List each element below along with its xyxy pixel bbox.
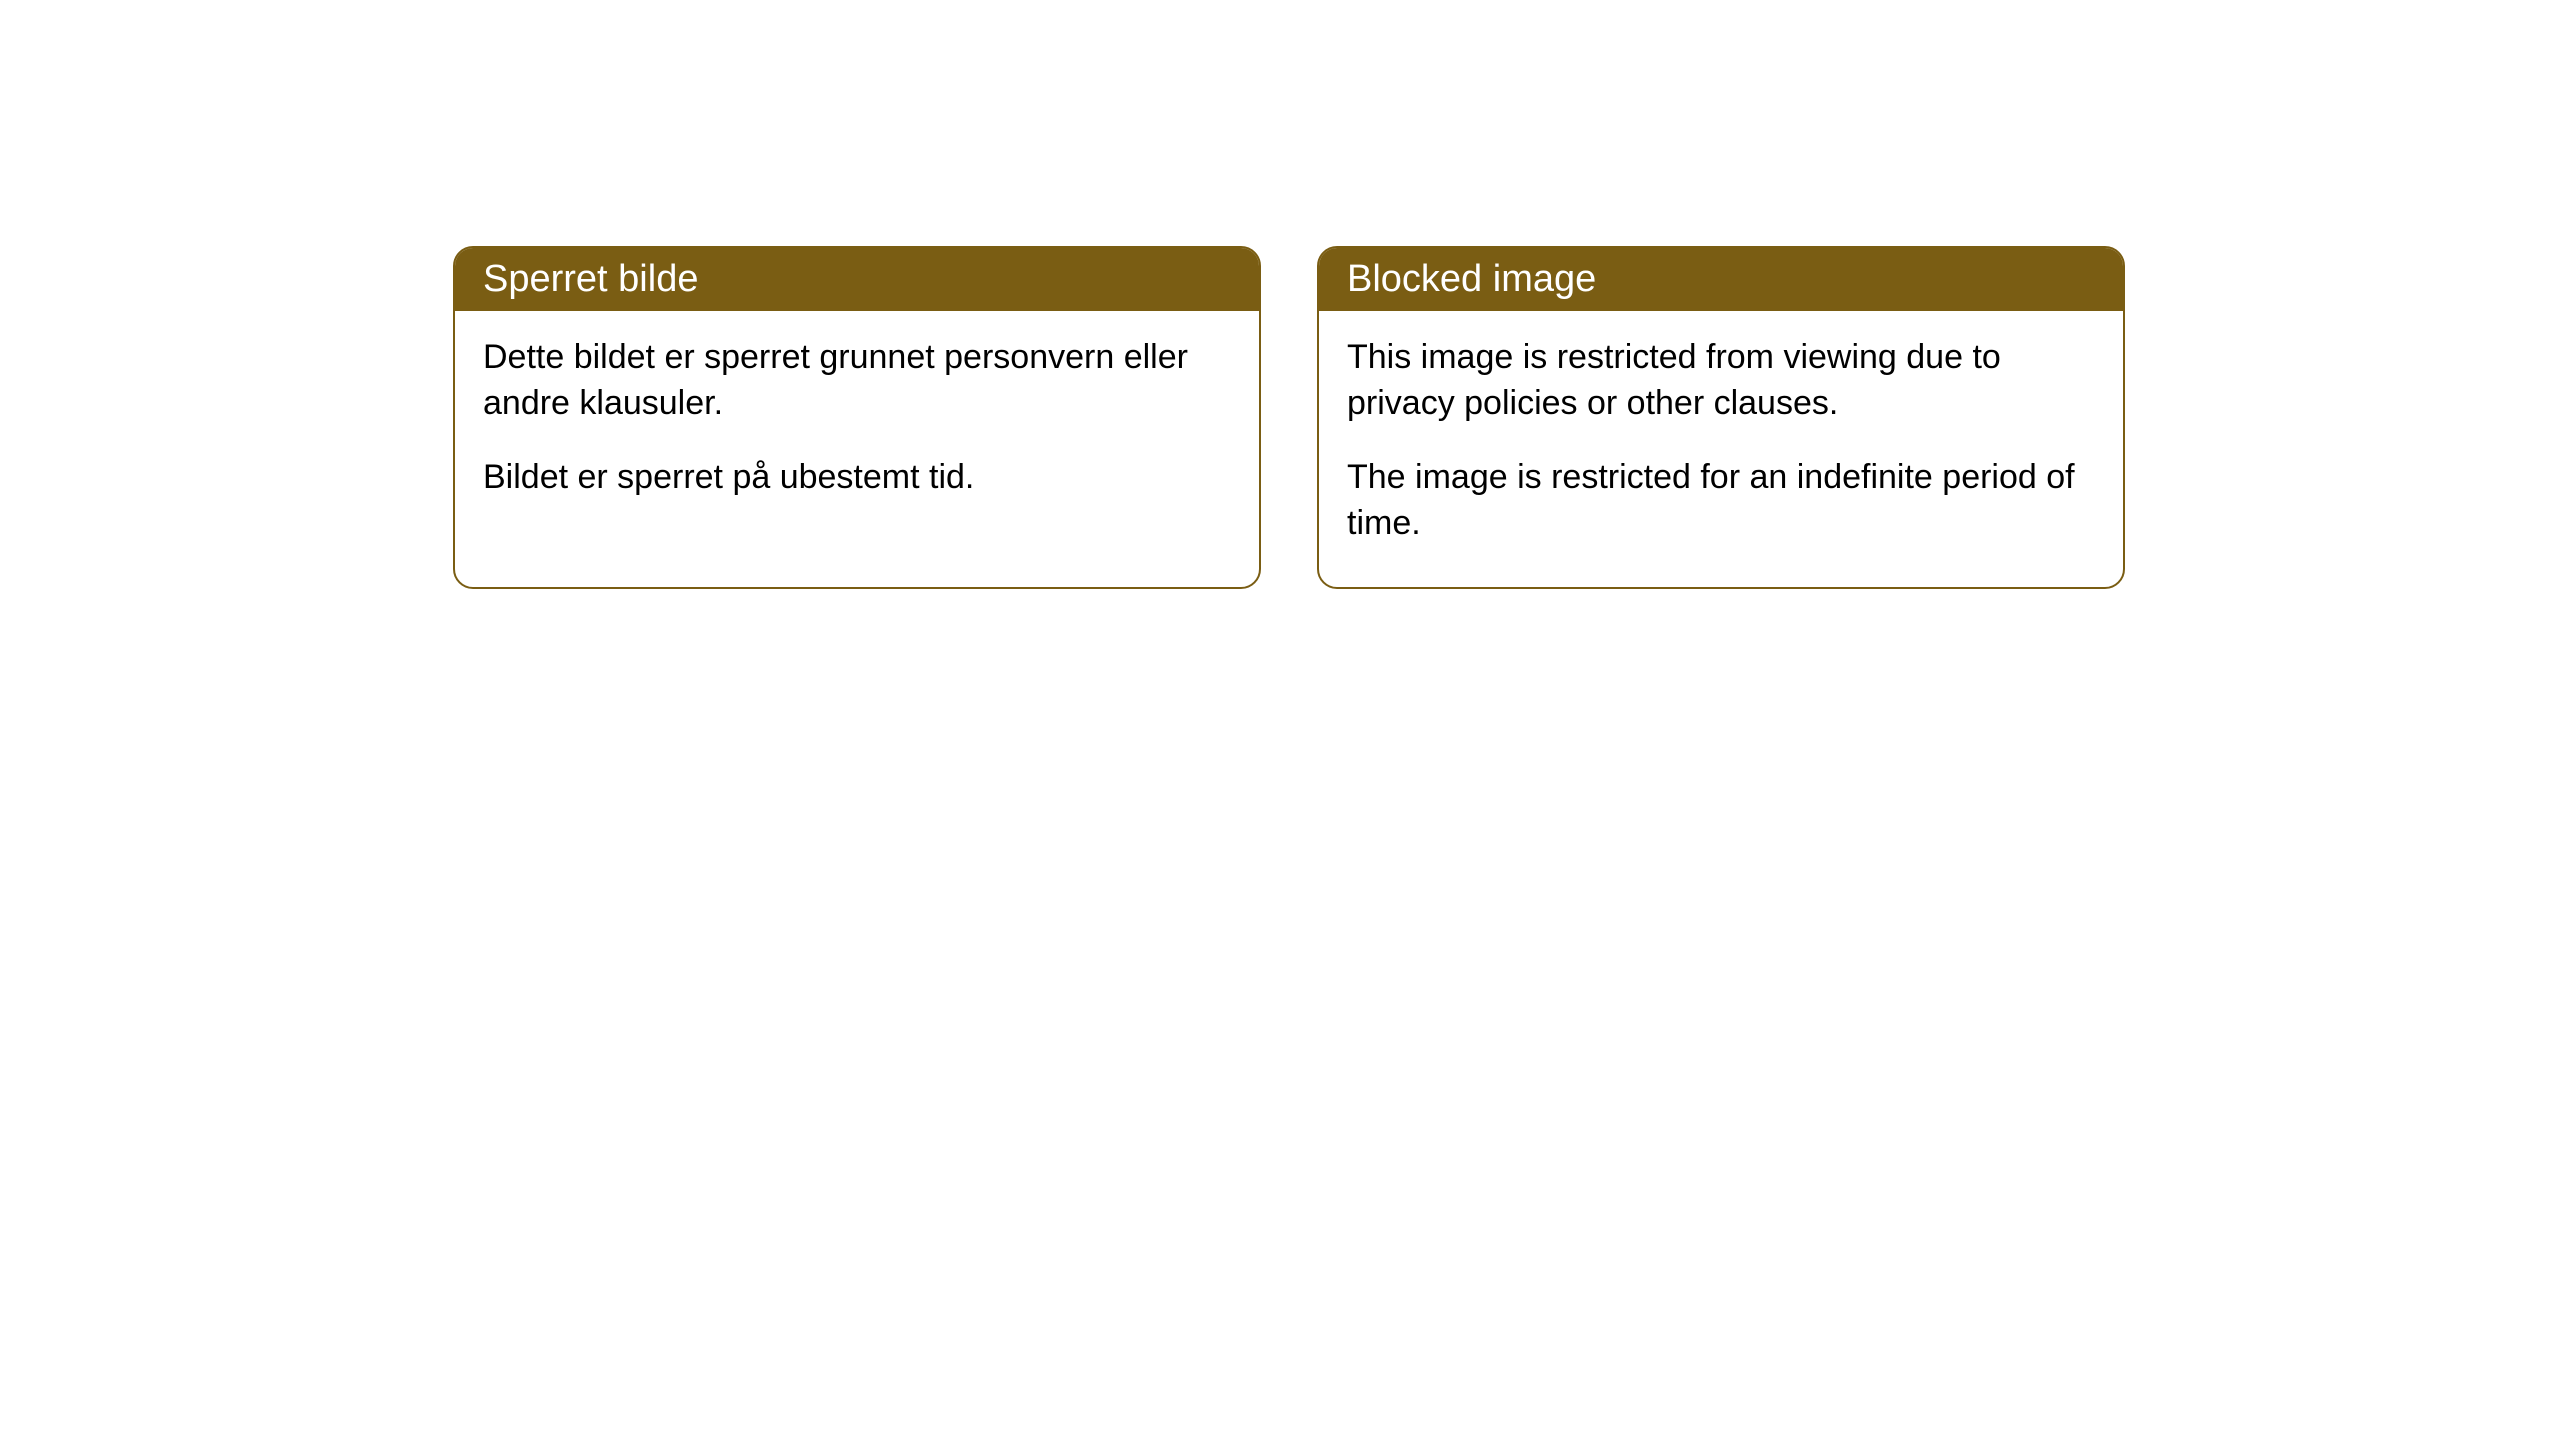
card-paragraph-no-1: Dette bildet er sperret grunnet personve… xyxy=(483,335,1231,427)
notice-container: Sperret bilde Dette bildet er sperret gr… xyxy=(453,246,2125,589)
card-paragraph-en-2: The image is restricted for an indefinit… xyxy=(1347,455,2095,547)
card-body-en: This image is restricted from viewing du… xyxy=(1319,311,2123,587)
blocked-image-card-no: Sperret bilde Dette bildet er sperret gr… xyxy=(453,246,1261,589)
card-title-no: Sperret bilde xyxy=(455,248,1259,311)
card-title-en: Blocked image xyxy=(1319,248,2123,311)
card-body-no: Dette bildet er sperret grunnet personve… xyxy=(455,311,1259,541)
card-paragraph-no-2: Bildet er sperret på ubestemt tid. xyxy=(483,455,1231,501)
card-paragraph-en-1: This image is restricted from viewing du… xyxy=(1347,335,2095,427)
blocked-image-card-en: Blocked image This image is restricted f… xyxy=(1317,246,2125,589)
